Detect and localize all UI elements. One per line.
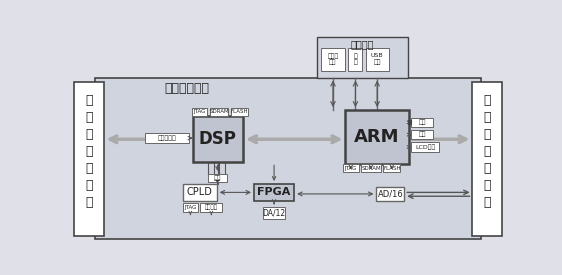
Text: 块: 块 — [85, 196, 93, 209]
Text: 收: 收 — [483, 162, 491, 175]
Bar — [95, 78, 481, 239]
Text: FLASH: FLASH — [230, 109, 248, 114]
Bar — [348, 48, 362, 71]
Text: JTAG: JTAG — [193, 109, 206, 114]
Text: 块: 块 — [483, 196, 491, 209]
Bar — [411, 142, 439, 152]
Text: 电源: 电源 — [214, 175, 221, 181]
Text: 接: 接 — [483, 145, 491, 158]
Text: 通信模块: 通信模块 — [351, 39, 374, 49]
Bar — [317, 37, 408, 78]
Bar — [208, 174, 227, 182]
Bar — [193, 116, 243, 162]
Text: 人机交互模块: 人机交互模块 — [164, 82, 209, 95]
Text: LCD显示: LCD显示 — [415, 144, 436, 150]
Bar — [183, 203, 198, 212]
Text: JTAG: JTAG — [184, 205, 197, 210]
Bar — [411, 130, 433, 139]
Text: 谐: 谐 — [483, 111, 491, 124]
Text: 模: 模 — [85, 179, 93, 192]
Text: USB
接口: USB 接口 — [371, 53, 383, 65]
Text: ARM: ARM — [355, 128, 400, 146]
Text: DA/12: DA/12 — [262, 209, 285, 218]
Bar — [473, 81, 502, 235]
Bar — [383, 164, 400, 172]
Text: 电源: 电源 — [418, 120, 426, 125]
Bar — [346, 110, 409, 164]
Text: AD/16: AD/16 — [378, 189, 403, 199]
Text: 串
口: 串 口 — [353, 53, 357, 65]
Text: 波: 波 — [85, 128, 93, 141]
Bar — [74, 81, 103, 235]
Bar — [343, 164, 359, 172]
Text: SDRAM: SDRAM — [361, 166, 381, 170]
Bar — [411, 118, 433, 127]
Text: DSP: DSP — [198, 130, 237, 148]
Bar — [254, 184, 294, 201]
Text: 谐: 谐 — [85, 111, 93, 124]
Text: 波: 波 — [483, 128, 491, 141]
Text: SDRAM: SDRAM — [209, 109, 229, 114]
Text: 键盘: 键盘 — [418, 132, 426, 138]
Text: FLASH: FLASH — [383, 166, 401, 170]
Bar — [361, 164, 381, 172]
Bar — [201, 203, 222, 212]
Bar — [263, 207, 285, 219]
Bar — [146, 133, 189, 143]
Text: 旁路电容: 旁路电容 — [205, 205, 218, 210]
Text: 模: 模 — [483, 179, 491, 192]
Text: 简: 简 — [483, 94, 491, 107]
Text: 自动频选择: 自动频选择 — [158, 135, 176, 141]
Text: CPLD: CPLD — [187, 187, 212, 197]
Bar — [210, 108, 228, 116]
Text: JTAG: JTAG — [345, 166, 357, 170]
Text: FPGA: FPGA — [257, 187, 291, 197]
Bar — [377, 187, 404, 201]
Bar — [192, 108, 207, 116]
Text: 发: 发 — [85, 145, 93, 158]
Text: 简: 简 — [85, 94, 93, 107]
Bar — [230, 108, 248, 116]
Text: 以太网
接口: 以太网 接口 — [327, 53, 338, 65]
Bar — [365, 48, 389, 71]
Text: 送: 送 — [85, 162, 93, 175]
Bar — [183, 184, 217, 201]
Bar — [320, 48, 346, 71]
